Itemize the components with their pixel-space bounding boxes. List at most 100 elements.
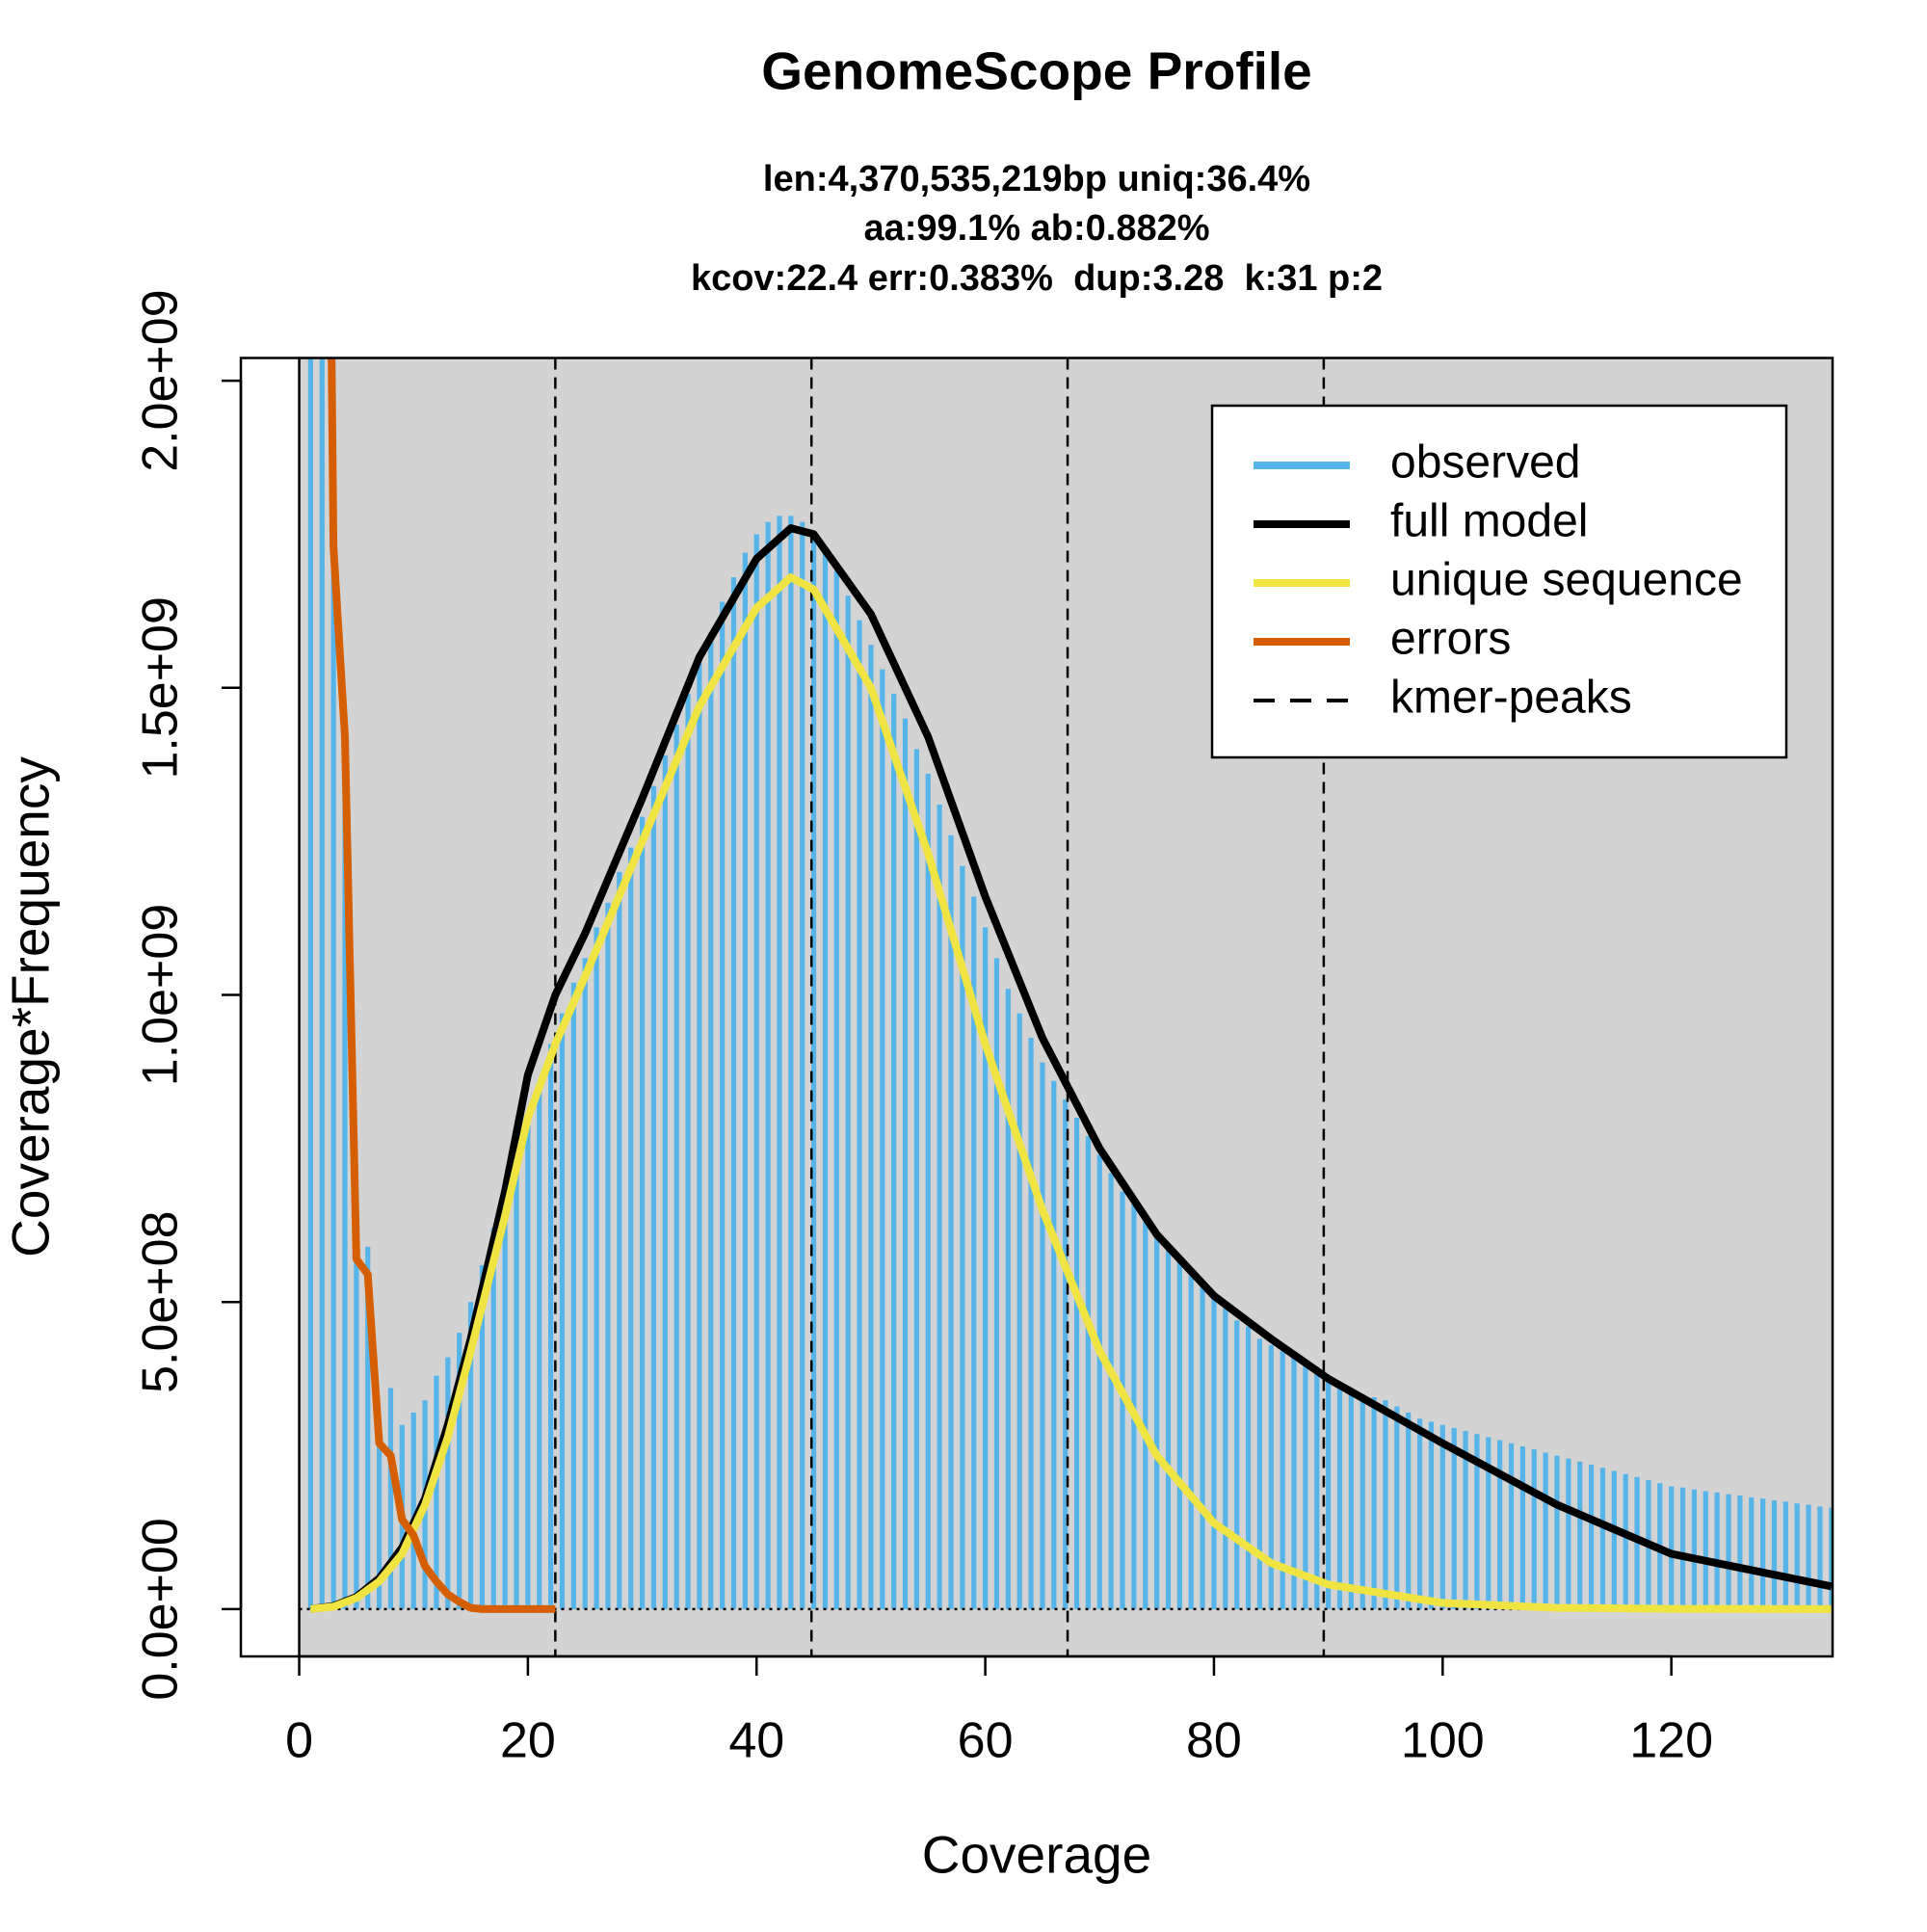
bar (445, 1357, 451, 1609)
bar (868, 645, 874, 1609)
bar (1005, 989, 1011, 1609)
bar (1268, 1344, 1274, 1609)
bar (377, 1442, 383, 1609)
chart-title: GenomeScope Profile (761, 41, 1312, 101)
bar (1040, 1062, 1045, 1609)
bar (697, 663, 702, 1609)
bar (800, 521, 805, 1609)
bar (1326, 1375, 1332, 1609)
bar (1211, 1295, 1217, 1609)
bar (822, 552, 829, 1609)
bar (1599, 1468, 1606, 1609)
bar (708, 632, 714, 1609)
bar (1771, 1500, 1778, 1609)
bar (765, 521, 771, 1609)
bar (1611, 1470, 1617, 1609)
bar (467, 1302, 474, 1609)
bar (777, 516, 782, 1609)
bar (330, 534, 336, 1609)
bar (788, 516, 794, 1609)
bar (434, 1375, 439, 1609)
bar (1691, 1489, 1697, 1609)
legend-label: observed (1390, 437, 1580, 489)
bar (559, 1013, 566, 1609)
subtitle: aa:99.1% ab:0.882% (863, 208, 1209, 249)
bar (514, 1154, 519, 1609)
bar (1383, 1400, 1388, 1609)
bar (857, 620, 862, 1609)
bar (1291, 1357, 1297, 1609)
bar (548, 1044, 554, 1609)
bar (1623, 1473, 1628, 1609)
bar (650, 785, 657, 1609)
bar (617, 872, 622, 1609)
bar (1154, 1234, 1160, 1609)
bar (628, 847, 634, 1609)
bar (1817, 1506, 1823, 1609)
y-axis-title: Coverage*Frequency (1, 756, 61, 1257)
bar (1336, 1382, 1343, 1609)
subtitle: kcov:22.4 err:0.383% dup:3.28 k:31 p:2 (691, 258, 1383, 299)
bar (410, 1412, 416, 1609)
legend-label: errors (1390, 614, 1511, 665)
bar (365, 1246, 371, 1609)
bar (1245, 1326, 1252, 1609)
line (328, 357, 556, 1613)
bar (1016, 1013, 1022, 1609)
bar (1200, 1284, 1205, 1609)
bar (605, 902, 611, 1609)
bar (457, 1333, 462, 1609)
bar (948, 834, 954, 1609)
bar (1543, 1452, 1548, 1609)
bar (1794, 1503, 1800, 1609)
bar (1303, 1363, 1308, 1609)
line (309, 573, 1832, 1613)
bar (342, 736, 348, 1609)
bar (833, 570, 839, 1609)
bar (845, 595, 851, 1609)
bar (1143, 1222, 1148, 1609)
bar (1028, 1038, 1034, 1609)
bar (1508, 1442, 1515, 1609)
bar (1782, 1501, 1788, 1609)
bar (639, 816, 646, 1609)
bar (1714, 1492, 1720, 1609)
bar (354, 1258, 359, 1609)
bar (1280, 1351, 1285, 1609)
bar (387, 1388, 394, 1609)
y-tick-label: 1.0e+09 (133, 904, 189, 1086)
bar (1760, 1498, 1766, 1609)
x-tick-label: 0 (285, 1713, 313, 1769)
bar (1428, 1421, 1435, 1609)
x-tick-label: 120 (1629, 1713, 1713, 1769)
bar (937, 804, 942, 1609)
bar (1669, 1486, 1675, 1609)
bar (1566, 1458, 1571, 1609)
bar (1737, 1495, 1743, 1609)
bar (1486, 1437, 1491, 1609)
bar (925, 774, 931, 1609)
bar (1359, 1393, 1365, 1609)
y-tick-label: 1.5e+09 (133, 596, 189, 779)
bar (502, 1191, 508, 1609)
bar (1348, 1388, 1354, 1609)
bar (1165, 1246, 1172, 1609)
x-axis-title: Coverage (922, 1825, 1151, 1885)
bar (1451, 1427, 1457, 1609)
bar (753, 534, 759, 1609)
bar (319, 357, 325, 1609)
bar (891, 694, 897, 1609)
bar (1394, 1406, 1400, 1609)
bar (982, 927, 989, 1609)
bar (1371, 1397, 1377, 1609)
legend-label: full model (1390, 496, 1588, 547)
bar (1497, 1440, 1503, 1609)
legend-label: unique sequence (1390, 555, 1743, 606)
bar (880, 669, 885, 1609)
bar (1703, 1491, 1708, 1609)
bar (1096, 1154, 1102, 1609)
bar (1749, 1496, 1755, 1609)
bar (1234, 1320, 1240, 1609)
bar (490, 1228, 496, 1609)
